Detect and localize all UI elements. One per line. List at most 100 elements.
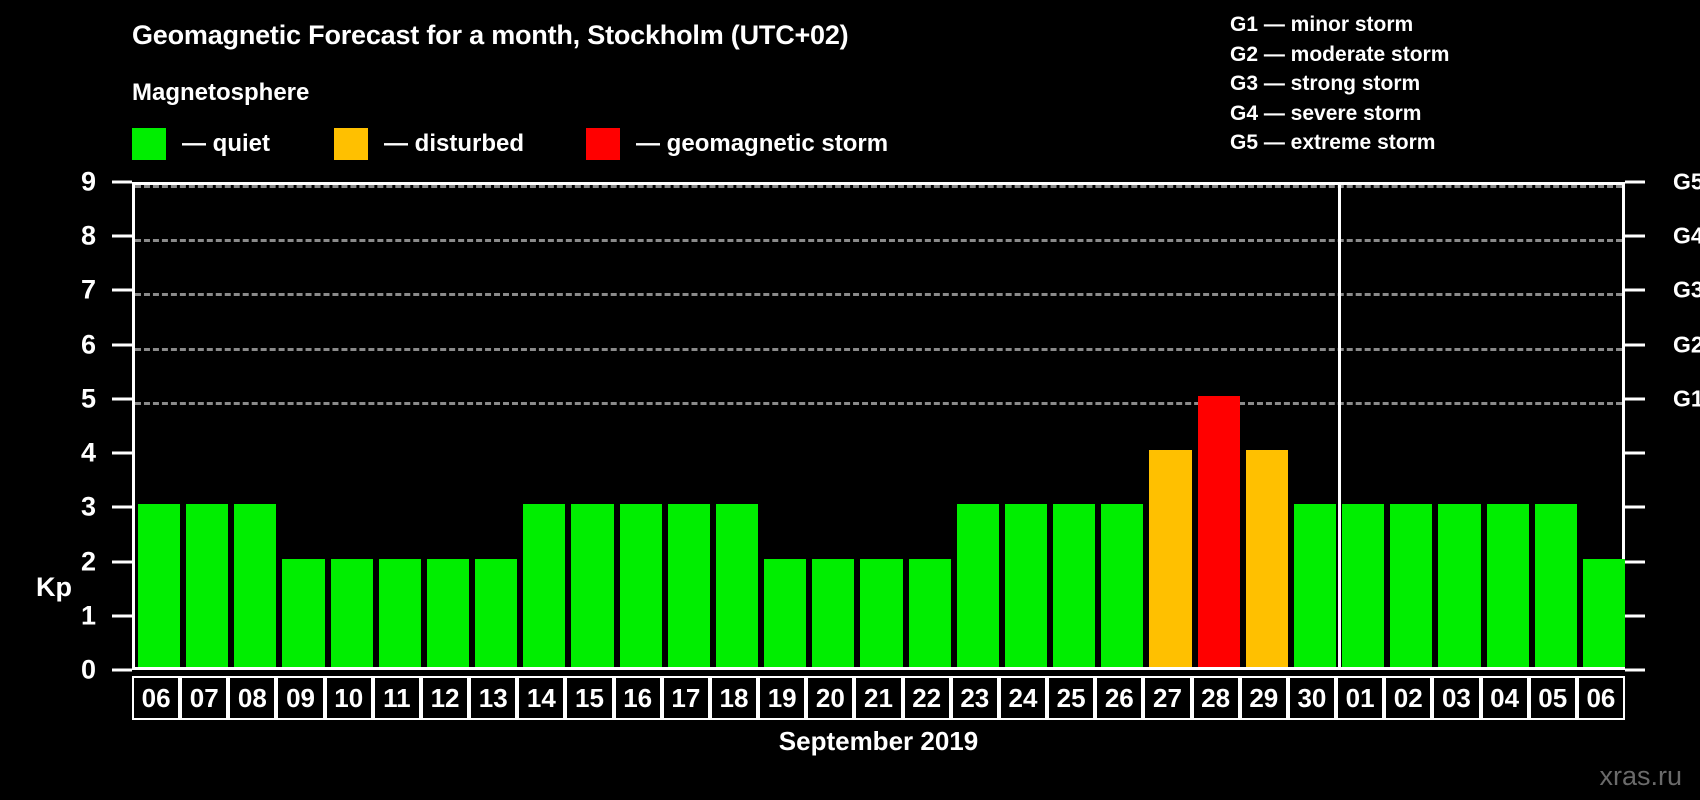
bar-day-21 — [860, 558, 903, 667]
legend-label-quiet: — quiet — [182, 130, 270, 157]
bar-day-03 — [1438, 504, 1481, 667]
day-label-7[interactable]: 13 — [469, 676, 518, 720]
y-tick-label-6: 6 — [80, 329, 96, 360]
legend-swatch-quiet — [132, 128, 166, 160]
day-label-10[interactable]: 16 — [613, 676, 662, 720]
y-tick-mark-5 — [112, 397, 132, 401]
y-tick-label-3: 3 — [80, 491, 96, 522]
bar-day-06 — [1582, 558, 1625, 667]
y-tick-label-4: 4 — [80, 437, 96, 468]
month-divider-line — [1337, 185, 1341, 667]
day-label-4[interactable]: 10 — [324, 676, 373, 720]
day-label-9[interactable]: 15 — [565, 676, 614, 720]
bar-day-01 — [1342, 504, 1385, 667]
bar-day-15 — [571, 504, 614, 667]
y-axis-title: Kp — [36, 572, 72, 602]
plot-inner — [135, 185, 1625, 667]
g-tick-mark-kp-6 — [1625, 343, 1645, 347]
bar-day-02 — [1390, 504, 1433, 667]
g-axis: G1 G2 G3 G4 G5 — [1625, 169, 1700, 672]
day-label-1[interactable]: 07 — [180, 676, 229, 720]
g-tick-mark-kp-5 — [1625, 397, 1645, 401]
bar-day-25 — [1053, 504, 1096, 667]
day-label-18[interactable]: 24 — [998, 676, 1048, 720]
magnetosphere-label: Magnetosphere — [132, 79, 310, 106]
day-label-8[interactable]: 14 — [517, 676, 566, 720]
day-label-14[interactable]: 20 — [806, 676, 855, 720]
g-tick-mark-kp-2 — [1625, 560, 1645, 564]
day-label-11[interactable]: 17 — [661, 676, 710, 720]
y-tick-mark-2 — [112, 560, 132, 564]
bar-day-22 — [908, 558, 951, 667]
bar-day-18 — [715, 504, 759, 667]
legend-label-disturbed: — disturbed — [384, 130, 525, 157]
gridline-kp-8 — [135, 239, 1622, 243]
bar-day-24 — [1004, 504, 1048, 667]
y-tick-mark-1 — [112, 614, 132, 618]
day-label-28[interactable]: 04 — [1480, 676, 1529, 720]
day-label-29[interactable]: 05 — [1528, 676, 1577, 720]
day-label-22[interactable]: 28 — [1191, 676, 1240, 720]
day-label-20[interactable]: 26 — [1095, 676, 1144, 720]
day-label-2[interactable]: 08 — [228, 676, 277, 720]
day-label-13[interactable]: 19 — [758, 676, 807, 720]
g-axis-label-g2: G2 — [1673, 331, 1700, 358]
legend-entry-quiet: — quiet — [132, 128, 270, 160]
bar-day-12 — [426, 558, 470, 667]
g-tick-mark-kp-8 — [1625, 234, 1645, 238]
g-tick-mark-kp-1 — [1625, 614, 1645, 618]
day-label-25[interactable]: 01 — [1336, 676, 1385, 720]
y-tick-mark-7 — [112, 288, 132, 292]
x-axis-caption: September 2019 — [778, 726, 979, 756]
y-tick-label-9: 9 — [80, 166, 96, 197]
bar-day-23 — [956, 504, 999, 667]
day-label-15[interactable]: 21 — [854, 676, 903, 720]
bars-layer — [135, 185, 1625, 667]
color-legend: — quiet — disturbed — geomagnetic storm — [132, 128, 888, 160]
bar-day-28 — [1197, 395, 1240, 667]
day-label-5[interactable]: 11 — [372, 676, 421, 720]
y-tick-mark-6 — [112, 343, 132, 347]
day-label-24[interactable]: 30 — [1287, 676, 1337, 720]
bar-day-11 — [378, 558, 421, 667]
day-label-3[interactable]: 09 — [276, 676, 325, 720]
gridline-kp-5 — [135, 401, 1622, 405]
y-tick-label-8: 8 — [80, 220, 96, 251]
day-label-6[interactable]: 12 — [420, 676, 470, 720]
g-tick-mark-kp-7 — [1625, 288, 1645, 292]
bar-day-30 — [1293, 504, 1337, 667]
day-label-27[interactable]: 03 — [1432, 676, 1481, 720]
x-axis-day-labels: 06 07 08 09 10 11 12 13 14 15 16 17 18 19 20 21 22 23 24 25… — [132, 676, 1625, 720]
g-axis-label-g1: G1 — [1673, 385, 1700, 412]
day-label-12[interactable]: 18 — [709, 676, 759, 720]
y-tick-mark-9 — [112, 180, 132, 184]
g-tick-mark-kp-9 — [1625, 180, 1645, 184]
day-label-17[interactable]: 23 — [950, 676, 999, 720]
day-label-30[interactable]: 06 — [1576, 676, 1625, 720]
bar-day-06 — [138, 504, 181, 667]
bar-day-10 — [330, 558, 373, 667]
watermark: xras.ru — [1599, 761, 1682, 791]
day-label-21[interactable]: 27 — [1143, 676, 1192, 720]
gridline-kp-9 — [135, 185, 1622, 188]
day-label-19[interactable]: 25 — [1047, 676, 1096, 720]
day-label-26[interactable]: 02 — [1384, 676, 1433, 720]
bar-day-29 — [1245, 450, 1288, 667]
y-tick-label-1: 1 — [80, 600, 96, 631]
day-label-16[interactable]: 22 — [902, 676, 951, 720]
y-tick-mark-8 — [112, 234, 132, 238]
y-tick-label-5: 5 — [80, 383, 96, 414]
y-tick-label-0: 0 — [80, 654, 96, 685]
y-tick-label-7: 7 — [80, 274, 96, 305]
g-axis-label-g3: G3 — [1673, 276, 1700, 303]
legend-swatch-disturbed — [334, 128, 368, 160]
day-label-23[interactable]: 29 — [1239, 676, 1288, 720]
g-scale-item-2: G2 — moderate storm — [1230, 42, 1450, 66]
plot-area — [132, 182, 1625, 670]
g-tick-mark-kp-0 — [1625, 668, 1645, 672]
bar-day-07 — [186, 504, 229, 667]
legend-entry-disturbed: — disturbed — [334, 128, 524, 160]
day-label-0[interactable]: 06 — [132, 676, 181, 720]
g-scale-legend: G1 — minor storm G2 — moderate storm G3 — … — [1230, 10, 1449, 158]
y-tick-label-2: 2 — [80, 546, 96, 577]
